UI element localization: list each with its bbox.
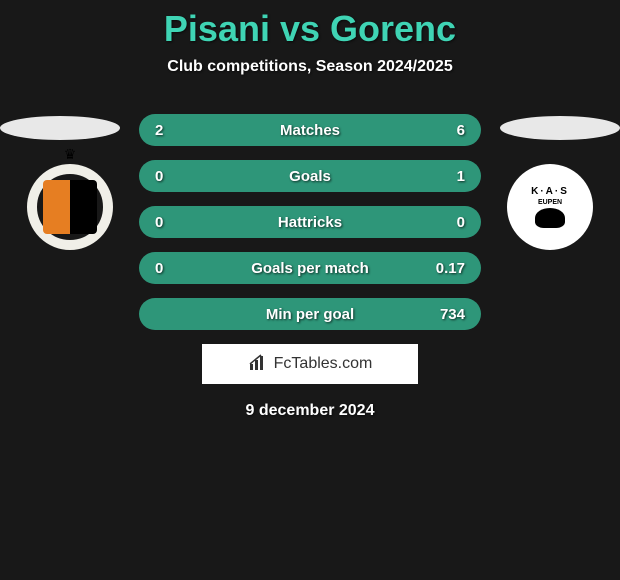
source-logo-box: FcTables.com: [202, 344, 418, 384]
badge-left-stripes: [43, 180, 97, 234]
stat-label: Goals: [195, 168, 425, 185]
stat-row-goals-per-match: 0 Goals per match 0.17: [139, 252, 481, 284]
stat-left-value: 0: [155, 260, 195, 277]
team-badge-right: K·A·S EUPEN: [500, 164, 600, 250]
stat-label: Min per goal: [195, 306, 425, 323]
stat-right-value: 734: [425, 306, 465, 323]
stat-left-value: 0: [155, 214, 195, 231]
content-area: ♛ K·A·S EUPEN 2 Matches 6 0 Goals 1 0 Ha…: [0, 114, 620, 420]
comparison-subtitle: Club competitions, Season 2024/2025: [0, 58, 620, 76]
stat-row-min-per-goal: Min per goal 734: [139, 298, 481, 330]
team-badge-left: ♛: [20, 164, 120, 250]
source-logo-text: FcTables.com: [274, 355, 373, 373]
badge-right-text-mid: EUPEN: [538, 199, 562, 206]
stat-row-hattricks: 0 Hattricks 0: [139, 206, 481, 238]
panda-icon: [535, 208, 565, 228]
stats-container: 2 Matches 6 0 Goals 1 0 Hattricks 0 0 Go…: [139, 114, 481, 330]
stat-left-value: 0: [155, 168, 195, 185]
comparison-title: Pisani vs Gorenc: [0, 0, 620, 50]
player-ellipse-right: [500, 116, 620, 140]
badge-left-circle: [27, 164, 113, 250]
badge-right-circle: K·A·S EUPEN: [507, 164, 593, 250]
player-ellipse-left: [0, 116, 120, 140]
stat-right-value: 0.17: [425, 260, 465, 277]
stat-left-value: 2: [155, 122, 195, 139]
crown-icon: ♛: [64, 146, 77, 163]
stat-row-matches: 2 Matches 6: [139, 114, 481, 146]
stat-label: Hattricks: [195, 214, 425, 231]
stat-label: Goals per match: [195, 260, 425, 277]
stat-right-value: 1: [425, 168, 465, 185]
chart-icon: [248, 354, 268, 375]
stat-label: Matches: [195, 122, 425, 139]
stat-right-value: 6: [425, 122, 465, 139]
stat-row-goals: 0 Goals 1: [139, 160, 481, 192]
stat-right-value: 0: [425, 214, 465, 231]
generation-date: 9 december 2024: [0, 402, 620, 420]
badge-right-text-top: K·A·S: [531, 186, 569, 197]
